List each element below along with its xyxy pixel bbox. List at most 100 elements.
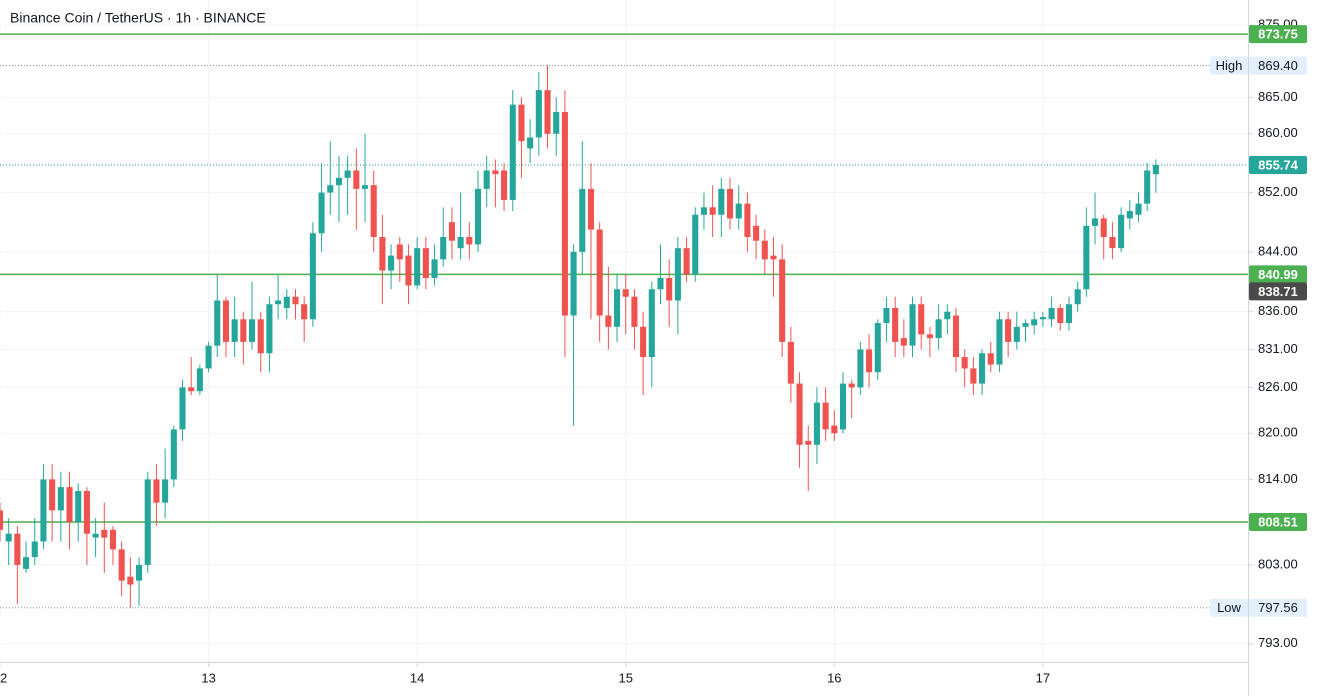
candle-body bbox=[205, 345, 212, 369]
candle-body bbox=[1005, 319, 1012, 342]
candle-body bbox=[787, 341, 794, 384]
price-tag-box bbox=[1210, 56, 1248, 75]
candle-body bbox=[709, 207, 716, 215]
price-lines bbox=[0, 33, 1248, 609]
candle-body bbox=[970, 368, 977, 384]
candle-body bbox=[892, 307, 899, 342]
candle-body bbox=[301, 304, 308, 320]
candle-body bbox=[327, 185, 334, 193]
candle-body bbox=[1013, 326, 1020, 342]
y-tick-label: 836.00 bbox=[1258, 303, 1298, 318]
grid bbox=[0, 0, 1248, 662]
price-label-box bbox=[1249, 56, 1307, 75]
candle-body bbox=[344, 170, 351, 178]
y-tick-label: 860.00 bbox=[1258, 125, 1298, 140]
candle-body bbox=[726, 188, 734, 219]
candle-body bbox=[318, 192, 325, 234]
candle-body bbox=[961, 357, 968, 369]
candle-body bbox=[222, 300, 230, 342]
candle-body bbox=[735, 203, 742, 219]
candle-body bbox=[66, 487, 73, 523]
y-tick-label: 865.00 bbox=[1258, 89, 1298, 104]
chart-title: Binance Coin / TetherUS · 1h · BINANCE bbox=[10, 10, 266, 26]
candle-body bbox=[101, 529, 108, 538]
candle-body bbox=[596, 229, 603, 316]
candle-body bbox=[466, 236, 473, 245]
price-label-box bbox=[1249, 512, 1307, 531]
candle-body bbox=[266, 304, 273, 354]
candle-body bbox=[753, 225, 760, 241]
candle-body bbox=[553, 111, 560, 134]
candle-body bbox=[648, 289, 655, 358]
candle-body bbox=[779, 259, 786, 342]
candle-body bbox=[188, 387, 195, 392]
candle-body bbox=[240, 319, 247, 342]
price-label: 808.51 bbox=[1258, 514, 1298, 529]
candle-body bbox=[866, 349, 873, 373]
candle-body bbox=[49, 479, 56, 511]
candle-body bbox=[214, 300, 221, 346]
candle-body bbox=[822, 402, 829, 430]
y-tick-label: 820.00 bbox=[1258, 425, 1298, 440]
candle-body bbox=[431, 259, 438, 279]
x-tick-label: 14 bbox=[410, 670, 424, 685]
candle-body bbox=[614, 289, 621, 327]
candle-body bbox=[1039, 317, 1046, 320]
candle-body bbox=[718, 188, 725, 215]
candle-body bbox=[987, 353, 994, 365]
candle-body bbox=[23, 557, 30, 569]
candle-body bbox=[1144, 170, 1151, 204]
candle-body bbox=[1065, 304, 1073, 324]
candle-body bbox=[761, 240, 768, 260]
candle-body bbox=[1074, 289, 1081, 305]
candle-body bbox=[813, 402, 820, 445]
candle-body bbox=[353, 170, 360, 189]
candle-body bbox=[136, 564, 143, 581]
x-tick-label: 13 bbox=[201, 670, 215, 685]
candle-body bbox=[839, 383, 847, 430]
candle-body bbox=[926, 334, 933, 339]
candle-body bbox=[361, 185, 369, 189]
candle-body bbox=[92, 533, 99, 538]
candle-body bbox=[483, 170, 490, 189]
price-label: 873.75 bbox=[1258, 27, 1298, 42]
candle-body bbox=[370, 185, 377, 237]
candle-body bbox=[179, 387, 186, 430]
candle-body bbox=[918, 304, 925, 335]
candle-body bbox=[170, 429, 177, 480]
y-tick-label: 852.00 bbox=[1258, 184, 1298, 199]
candle-body bbox=[248, 319, 256, 342]
candle-body bbox=[544, 90, 551, 134]
candle-body bbox=[1048, 307, 1055, 320]
candle-body bbox=[1100, 218, 1107, 237]
candle-body bbox=[1152, 165, 1159, 175]
candle-body bbox=[1118, 214, 1125, 249]
price-label-box bbox=[1249, 282, 1307, 301]
candle-body bbox=[196, 368, 203, 392]
candle-body bbox=[257, 319, 264, 354]
candle-body bbox=[622, 289, 629, 297]
candle-body bbox=[744, 203, 751, 237]
candle-body bbox=[440, 236, 447, 260]
candle-body bbox=[1031, 319, 1038, 326]
price-label: 840.99 bbox=[1258, 267, 1298, 282]
y-tick-label: 826.00 bbox=[1258, 379, 1298, 394]
candle-body bbox=[231, 319, 238, 342]
candle-body bbox=[1109, 236, 1116, 249]
candle-body bbox=[1083, 225, 1090, 290]
candle-body bbox=[144, 479, 151, 565]
candle-body bbox=[492, 170, 499, 175]
candle-body bbox=[414, 248, 421, 286]
candle-body bbox=[805, 440, 812, 445]
candle-body bbox=[561, 111, 568, 316]
candle-body bbox=[770, 255, 777, 260]
candle-body bbox=[579, 188, 586, 252]
candle-body bbox=[944, 311, 951, 320]
candle-body bbox=[570, 251, 577, 316]
candle-body bbox=[935, 319, 942, 339]
candle-body bbox=[657, 278, 664, 290]
candle-body bbox=[996, 319, 1003, 365]
candle-body bbox=[422, 248, 429, 279]
candle-body bbox=[292, 296, 299, 305]
